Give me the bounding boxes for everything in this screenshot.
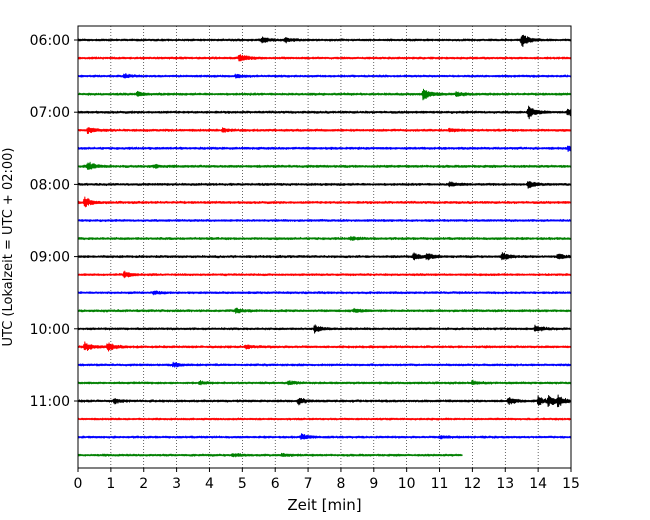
trace-1015 <box>77 341 572 352</box>
x-tick-label-13: 13 <box>496 476 514 492</box>
x-tick-label-1: 1 <box>106 476 115 492</box>
y-tick-label-3: 09:00 <box>30 250 70 266</box>
x-tick-label-7: 7 <box>304 476 313 492</box>
x-tick-label-2: 2 <box>139 476 148 492</box>
trace-0745 <box>77 161 572 170</box>
y-tick-label-1: 07:00 <box>30 105 70 121</box>
x-tick-label-15: 15 <box>562 476 580 492</box>
plot-frame <box>77 25 572 469</box>
trace-0715 <box>77 127 572 135</box>
trace-0830 <box>77 218 572 223</box>
trace-1100 <box>77 394 572 408</box>
y-tick-label-2: 08:00 <box>30 177 70 193</box>
x-tick-label-10: 10 <box>398 476 416 492</box>
trace-0815 <box>77 196 572 208</box>
trace-0615 <box>77 54 572 62</box>
trace-0945 <box>77 307 572 314</box>
trace-1145 <box>77 452 463 458</box>
x-axis-ticks: 0 1 2 3 4 5 6 7 8 9 10 11 12 13 14 15 <box>74 468 580 492</box>
x-tick-label-0: 0 <box>74 476 83 492</box>
y-axis-ticks: 06:00 07:00 08:00 09:00 10:00 11:00 <box>30 33 78 410</box>
x-tick-label-6: 6 <box>271 476 280 492</box>
x-tick-label-14: 14 <box>529 476 547 492</box>
trace-0845 <box>77 235 572 241</box>
x-tick-label-3: 3 <box>172 476 181 492</box>
trace-0630 <box>77 73 572 79</box>
trace-1045 <box>77 379 572 386</box>
trace-1030 <box>77 361 572 368</box>
trace-1115 <box>77 417 572 421</box>
y-axis-label: UTC (Lokalzeit = UTC + 02:00) <box>1 148 16 347</box>
x-tick-label-11: 11 <box>431 476 449 492</box>
y-tick-label-0: 06:00 <box>30 33 70 49</box>
trace-0900 <box>77 252 572 261</box>
trace-0600 <box>77 34 572 48</box>
x-tick-label-9: 9 <box>369 476 378 492</box>
trace-1000 <box>77 324 572 334</box>
y-tick-label-5: 11:00 <box>30 394 70 410</box>
trace-1130 <box>77 433 572 440</box>
trace-0930 <box>77 290 572 296</box>
x-tick-label-12: 12 <box>463 476 481 492</box>
trace-0730 <box>77 145 572 152</box>
x-axis-label: Zeit [min] <box>287 496 361 514</box>
y-tick-label-4: 10:00 <box>30 322 70 338</box>
x-tick-label-5: 5 <box>238 476 247 492</box>
trace-0915 <box>77 270 572 279</box>
trace-group <box>77 34 572 458</box>
trace-0645 <box>77 88 572 101</box>
x-tick-label-8: 8 <box>336 476 345 492</box>
x-tick-label-4: 4 <box>205 476 214 492</box>
trace-0700 <box>77 105 572 120</box>
trace-0800 <box>77 181 572 189</box>
